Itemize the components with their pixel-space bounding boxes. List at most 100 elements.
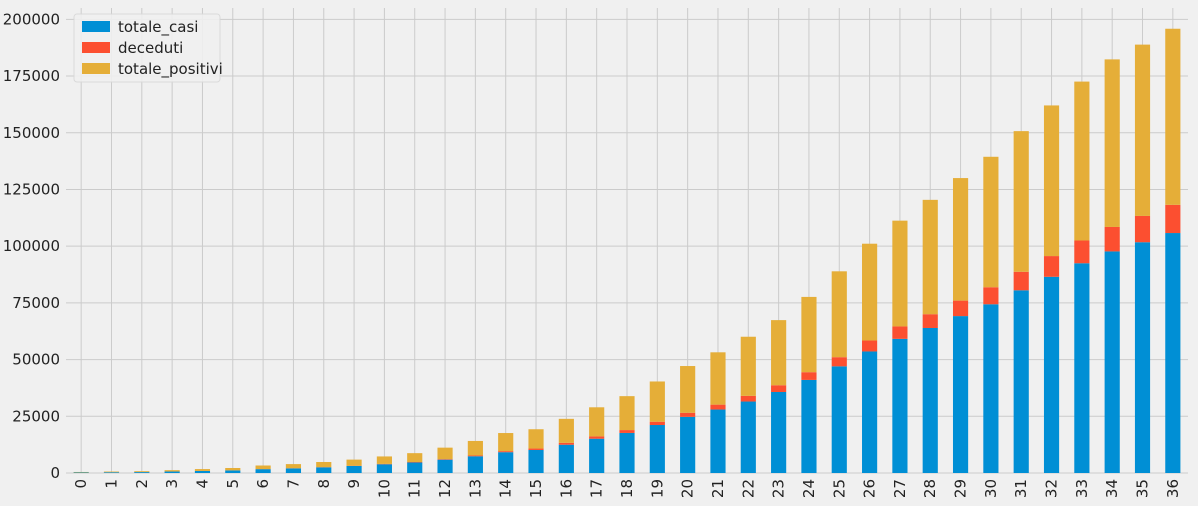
x-tick-label: 24: [800, 479, 818, 498]
bar-totale_casi-32: [1044, 277, 1059, 473]
bar-totale_positivi-11: [407, 453, 422, 462]
x-tick-label: 15: [527, 479, 545, 498]
bar-totale_casi-8: [316, 467, 331, 473]
bar-totale_positivi-36: [1165, 29, 1180, 205]
bar-deceduti-30: [983, 287, 998, 304]
bar-deceduti-20: [680, 413, 695, 417]
legend-label-deceduti: deceduti: [118, 39, 183, 57]
bar-deceduti-25: [832, 357, 847, 366]
legend-swatch-totale_casi: [82, 21, 110, 32]
x-tick-label: 36: [1164, 479, 1182, 498]
bar-totale_casi-16: [559, 445, 574, 473]
bar-totale_positivi-35: [1135, 45, 1150, 216]
x-tick-label: 12: [436, 479, 454, 498]
bar-deceduti-22: [741, 396, 756, 402]
y-tick-label: 175000: [3, 67, 60, 85]
x-tick-label: 4: [193, 479, 211, 489]
bar-totale_positivi-10: [377, 456, 392, 463]
x-tick-label: 11: [406, 479, 424, 498]
legend: totale_casi deceduti totale_positivi: [74, 14, 223, 82]
bar-totale_casi-13: [468, 456, 483, 473]
bar-totale_positivi-31: [1014, 131, 1029, 272]
x-tick-label: 18: [618, 479, 636, 498]
bar-totale_casi-21: [710, 410, 725, 473]
bar-totale_positivi-15: [528, 429, 543, 448]
x-tick-label: 25: [830, 479, 848, 498]
x-tick-label: 0: [72, 479, 90, 489]
bar-totale_casi-35: [1135, 242, 1150, 473]
bar-totale_positivi-27: [892, 221, 907, 327]
x-tick-label: 8: [315, 479, 333, 489]
bar-totale_casi-24: [801, 380, 816, 473]
x-tick-label: 1: [102, 479, 120, 489]
bar-deceduti-26: [862, 341, 877, 352]
y-tick-label: 50000: [12, 351, 60, 369]
bar-totale_positivi-26: [862, 244, 877, 341]
bar-deceduti-16: [559, 443, 574, 445]
bar-totale_casi-14: [498, 452, 513, 473]
bar-totale_positivi-18: [619, 396, 634, 430]
bar-deceduti-34: [1105, 227, 1120, 251]
bar-totale_casi-2: [134, 472, 149, 473]
bar-totale_casi-3: [165, 472, 180, 473]
y-tick-label: 200000: [3, 10, 60, 28]
bar-totale_positivi-25: [832, 271, 847, 357]
bar-totale_positivi-14: [498, 433, 513, 451]
bar-totale_casi-29: [953, 316, 968, 473]
bar-totale_positivi-6: [256, 466, 271, 470]
bar-totale_casi-4: [195, 471, 210, 473]
y-tick-label: 0: [50, 464, 60, 482]
bar-totale_positivi-22: [741, 337, 756, 396]
x-tick-label: 28: [921, 479, 939, 498]
legend-label-totale_positivi: totale_positivi: [118, 60, 223, 79]
bar-deceduti-27: [892, 326, 907, 338]
bar-totale_casi-10: [377, 464, 392, 473]
bar-deceduti-12: [437, 459, 452, 460]
x-tick-label: 17: [588, 479, 606, 498]
bar-deceduti-15: [528, 449, 543, 450]
bar-totale_positivi-28: [923, 200, 938, 314]
bar-totale_positivi-0: [74, 472, 89, 473]
x-tick-label: 33: [1073, 479, 1091, 498]
x-tick-label: 5: [224, 479, 242, 489]
legend-swatch-deceduti: [82, 42, 110, 53]
x-tick-label: 2: [133, 479, 151, 489]
x-tick-label: 19: [648, 479, 666, 498]
x-tick-label: 13: [466, 479, 484, 498]
bar-deceduti-33: [1074, 241, 1089, 264]
bar-deceduti-21: [710, 405, 725, 410]
x-tick-label: 14: [497, 479, 515, 498]
bar-totale_positivi-33: [1074, 82, 1089, 241]
x-tick-label: 34: [1103, 479, 1121, 498]
x-tick-label: 27: [891, 479, 909, 498]
bar-totale_positivi-30: [983, 157, 998, 287]
bar-totale_positivi-1: [104, 472, 119, 473]
bar-totale_casi-1: [104, 472, 119, 473]
bar-deceduti-17: [589, 436, 604, 438]
bar-totale_positivi-9: [347, 460, 362, 466]
bar-deceduti-14: [498, 451, 513, 452]
x-tick-label: 35: [1134, 479, 1152, 498]
bar-deceduti-24: [801, 372, 816, 380]
bar-totale_casi-15: [528, 450, 543, 473]
bar-totale_positivi-19: [650, 381, 665, 421]
bar-totale_casi-9: [347, 466, 362, 473]
bar-totale_casi-11: [407, 462, 422, 473]
bar-totale_casi-19: [650, 425, 665, 473]
bar-totale_positivi-3: [165, 470, 180, 471]
bar-totale_positivi-34: [1105, 59, 1120, 227]
bar-deceduti-13: [468, 455, 483, 456]
y-tick-label: 25000: [12, 407, 60, 425]
bar-totale_casi-23: [771, 392, 786, 473]
y-tick-label: 125000: [3, 180, 60, 198]
bar-totale_casi-25: [832, 366, 847, 473]
bar-deceduti-18: [619, 430, 634, 433]
bar-totale_casi-36: [1165, 233, 1180, 473]
x-tick-label: 3: [163, 479, 181, 489]
x-tick-label: 7: [284, 479, 302, 489]
bar-totale_positivi-17: [589, 407, 604, 436]
legend-label-totale_casi: totale_casi: [118, 18, 198, 37]
